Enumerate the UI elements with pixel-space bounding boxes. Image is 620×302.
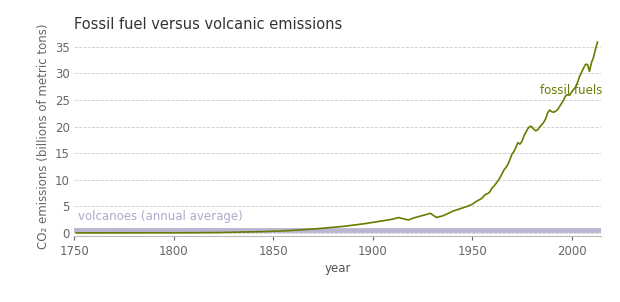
- Text: Fossil fuel versus volcanic emissions: Fossil fuel versus volcanic emissions: [74, 17, 343, 32]
- Y-axis label: CO₂ emissions (billions of metric tons): CO₂ emissions (billions of metric tons): [37, 23, 50, 249]
- Text: volcanoes (annual average): volcanoes (annual average): [78, 210, 243, 223]
- X-axis label: year: year: [325, 262, 351, 275]
- Text: fossil fuels: fossil fuels: [540, 84, 602, 97]
